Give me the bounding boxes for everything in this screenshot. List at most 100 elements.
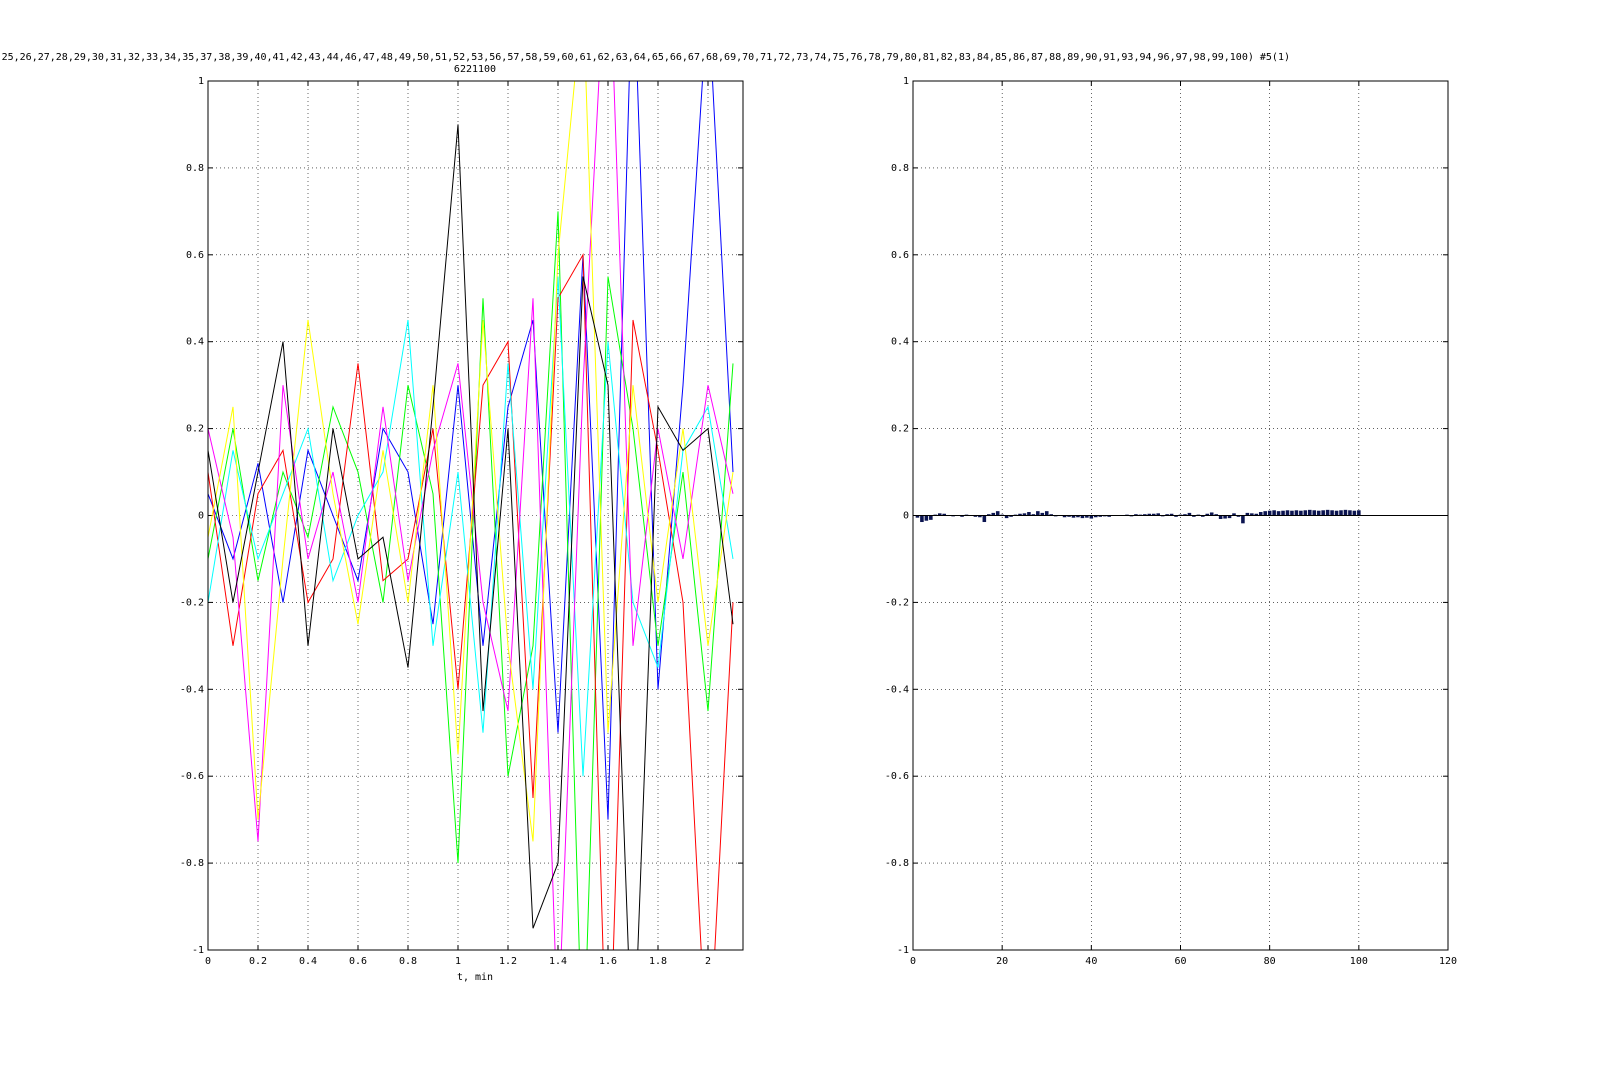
x-tick-label: 1.2 [499,956,517,967]
bar [1192,515,1196,517]
bar [1339,510,1343,516]
bar [1250,513,1254,516]
y-tick-label: -0.8 [885,858,909,869]
bar [1205,513,1210,516]
plot-marks [208,81,734,950]
x-tick-label: 2 [705,956,711,967]
x-tick-label: 60 [1174,956,1186,967]
bar [1107,515,1111,517]
bar [1009,515,1013,517]
bar [1294,510,1299,516]
bar [1071,515,1076,518]
bar [1299,510,1303,516]
bar [1267,510,1272,516]
bar [1352,510,1357,516]
y-tick-label: 0.4 [186,337,204,348]
y-tick-label: -0.8 [180,858,204,869]
bar [1321,510,1325,516]
x-tick-label: 0.4 [299,956,317,967]
axes-frame [207,80,744,951]
y-tick-label: 1 [198,76,204,87]
chart-subtitle: 6221100 [454,64,496,75]
line-series [208,81,734,950]
x-tick-label: 1 [455,956,461,967]
bar [1004,515,1009,519]
y-tick-label: 0.2 [186,424,204,435]
bar [1258,512,1263,516]
bar [924,515,929,521]
bar [929,515,933,520]
y-tick-label: -0.4 [180,684,204,695]
y-tick-label: 1 [903,76,909,87]
line-series [208,81,734,842]
y-tick-label: -1 [192,945,204,956]
bar [1272,510,1276,516]
x-tick-label: 0.2 [249,956,267,967]
line-series [208,276,734,777]
x-tick-label: 20 [996,956,1008,967]
bar [1254,513,1259,516]
bar [1348,510,1352,516]
x-tick-label: 1.6 [599,956,617,967]
x-tick-label: 80 [1264,956,1276,967]
axes: -1 -0.8 -0.6 -0.4 -0.2 0 0.2 0.4 0.6 0.8 1 0 0.2 0.4 0… [180,76,744,967]
bar [1049,514,1053,516]
bar [987,514,991,516]
bar [1089,515,1094,519]
x-tick-label: 0 [205,956,211,967]
y-tick-label: 0.4 [891,337,909,348]
axes-frame [912,80,1449,951]
bar [1263,511,1267,516]
bar [1325,509,1330,516]
bar [995,511,1000,516]
bar [1241,515,1245,524]
y-tick-label: -0.2 [885,597,909,608]
bar [1290,510,1294,516]
bar [1214,514,1218,516]
bar [1232,513,1236,516]
bar [1080,515,1085,519]
bar [920,515,924,523]
y-tick-label: 0 [903,511,909,522]
bar [1031,514,1036,516]
x-tick-label: 100 [1350,956,1368,967]
bar [1085,515,1089,518]
bar [1044,511,1049,516]
bar [1303,510,1308,516]
y-tick-label: 0.8 [186,163,204,174]
x-tick-label: 1.4 [549,956,567,967]
bar [1040,512,1045,516]
bar [973,515,978,517]
bar [1067,515,1071,517]
y-tick-label: -0.6 [885,771,909,782]
bar [1343,509,1348,516]
x-tick-label: 120 [1439,956,1457,967]
bar [1223,515,1227,519]
bar [1236,515,1241,517]
x-tick-label: 1.8 [649,956,667,967]
bar [915,515,920,518]
line-series [208,124,734,950]
axes: -1 -0.8 -0.6 -0.4 -0.2 0 0.2 0.4 0.6 0.8 1 0 20 40 60 8… [885,76,1457,967]
bar [991,512,996,516]
x-tick-label: 0 [910,956,916,967]
bar [1062,515,1067,518]
y-tick-label: 0.2 [891,424,909,435]
y-tick-label: 0.6 [891,250,909,261]
bar [1334,510,1339,516]
bar [978,515,982,518]
bar [1169,513,1174,516]
bar [1134,514,1138,516]
y-tick-label: -1 [897,945,909,956]
bar [1147,513,1152,516]
y-tick-label: -0.6 [180,771,204,782]
x-tick-label: 0.8 [399,956,417,967]
bar [1187,512,1192,516]
bar [1285,510,1290,516]
x-axis-label: t, min [457,972,493,983]
bar [1143,514,1147,516]
bar [1227,515,1232,519]
bar [1201,515,1205,517]
